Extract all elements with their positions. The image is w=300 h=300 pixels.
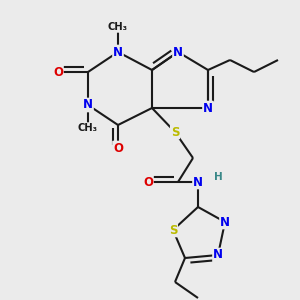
- Text: N: N: [193, 176, 203, 188]
- Text: N: N: [173, 46, 183, 59]
- Text: N: N: [203, 101, 213, 115]
- Text: H: H: [214, 172, 222, 182]
- Text: S: S: [171, 125, 179, 139]
- Text: N: N: [220, 215, 230, 229]
- Text: O: O: [53, 65, 63, 79]
- Text: CH₃: CH₃: [78, 123, 98, 133]
- Text: CH₃: CH₃: [108, 22, 128, 32]
- Text: O: O: [113, 142, 123, 154]
- Text: N: N: [83, 98, 93, 112]
- Text: S: S: [169, 224, 177, 236]
- Text: O: O: [143, 176, 153, 188]
- Text: N: N: [113, 46, 123, 59]
- Text: N: N: [213, 248, 223, 262]
